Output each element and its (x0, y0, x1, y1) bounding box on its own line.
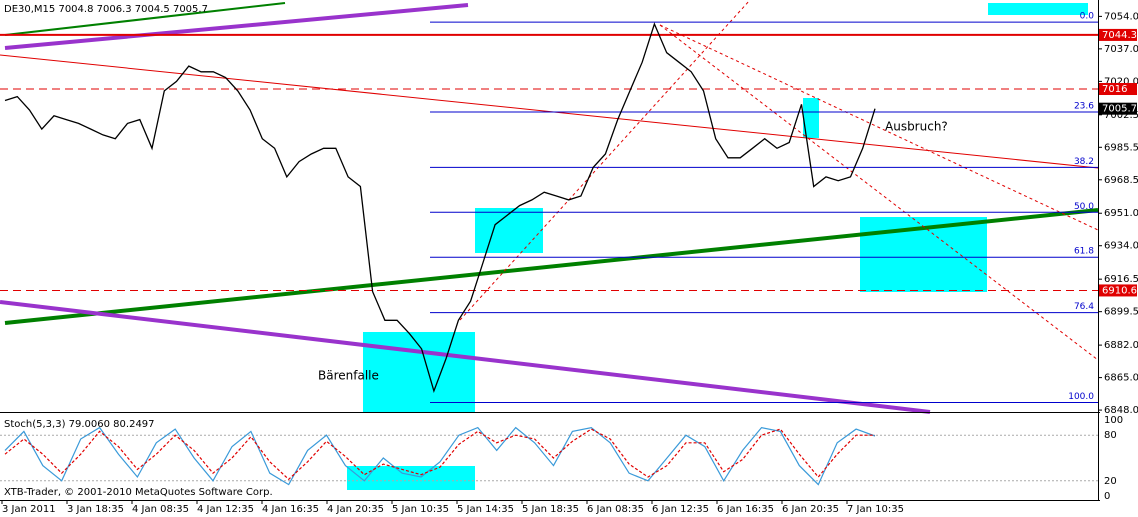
price-label-box (1099, 28, 1137, 41)
trendline (4, 2, 286, 36)
y-tick-label: 7037.0 (1104, 44, 1138, 55)
x-tick-label: 3 Jan 2011 (2, 504, 56, 515)
y-tick-label: 0 (1104, 491, 1110, 502)
price-label: 6910.6 (1102, 285, 1137, 296)
indicator-title: Stoch(5,3,3) 79.0060 80.2497 (4, 419, 155, 430)
fibo-label: 38.2 (1074, 157, 1094, 167)
y-tick-label: 6916.5 (1104, 274, 1138, 285)
y-tick-label: 6848.0 (1104, 405, 1138, 416)
x-tick-label: 5 Jan 18:35 (522, 504, 579, 515)
y-tick-label: 6865.0 (1104, 373, 1138, 384)
zone (988, 3, 1088, 15)
chart-title: DE30,M15 7004.8 7006.3 7004.5 7005.7 (4, 4, 208, 15)
zone (347, 466, 475, 490)
y-tick-label: 6934.0 (1104, 241, 1138, 252)
trendline (4, 208, 1099, 325)
price-line (4, 22, 876, 394)
fan-line (659, 24, 1099, 361)
x-tick-label: 4 Jan 08:35 (132, 504, 189, 515)
zone (803, 98, 819, 138)
x-tick-label: 4 Jan 12:35 (197, 504, 254, 515)
y-tick-label: 80 (1104, 430, 1117, 441)
price-label-box (1099, 284, 1137, 297)
stoch-line (4, 426, 876, 486)
x-tick-label: 3 Jan 18:35 (67, 504, 124, 515)
y-tick-label: 20 (1104, 476, 1117, 487)
annotation: Bärenfalle (318, 369, 379, 383)
y-tick-label: 6899.5 (1104, 307, 1138, 318)
trendline (4, 3, 469, 50)
fan-line (659, 24, 1099, 231)
x-tick-label: 4 Jan 16:35 (262, 504, 319, 515)
fibo-label: 100.0 (1068, 392, 1094, 402)
y-tick-label: 6968.5 (1104, 175, 1138, 186)
zone (363, 332, 475, 412)
x-tick-label: 6 Jan 12:35 (652, 504, 709, 515)
price-label: 7016 (1102, 84, 1127, 95)
zone (475, 208, 543, 253)
price-label: 7005.7 (1102, 104, 1137, 115)
x-tick-label: 6 Jan 08:35 (587, 504, 644, 515)
price-label-box (1099, 102, 1137, 115)
y-tick-label: 6951.0 (1104, 208, 1138, 219)
fibo-label: 76.4 (1074, 302, 1094, 312)
fibo-label: 61.8 (1074, 247, 1094, 257)
x-tick-label: 5 Jan 14:35 (457, 504, 514, 515)
y-tick-label: 7002.5 (1104, 110, 1138, 121)
trendline (0, 300, 931, 414)
x-tick-label: 7 Jan 10:35 (847, 504, 904, 515)
x-tick-label: 6 Jan 16:35 (717, 504, 774, 515)
price-label: 7044.3 (1102, 30, 1137, 41)
fibo-label: 0.0 (1080, 12, 1095, 22)
copyright: XTB-Trader, © 2001-2010 MetaQuotes Softw… (4, 487, 273, 498)
stoch-line (4, 428, 875, 481)
y-tick-label: 6882.0 (1104, 340, 1138, 351)
y-tick-label: 6985.5 (1104, 142, 1138, 153)
fibo-label: 23.6 (1074, 101, 1094, 111)
x-tick-label: 4 Jan 20:35 (327, 504, 384, 515)
price-label-box (1099, 83, 1137, 96)
fibo-label: 50.0 (1074, 202, 1094, 212)
y-tick-label: 7054.0 (1104, 11, 1138, 22)
annotation: Ausbruch? (885, 120, 948, 134)
x-tick-label: 6 Jan 20:35 (782, 504, 839, 515)
x-tick-label: 5 Jan 10:35 (392, 504, 449, 515)
y-tick-label: 7020.0 (1104, 76, 1138, 87)
y-tick-label: 100 (1104, 415, 1123, 426)
